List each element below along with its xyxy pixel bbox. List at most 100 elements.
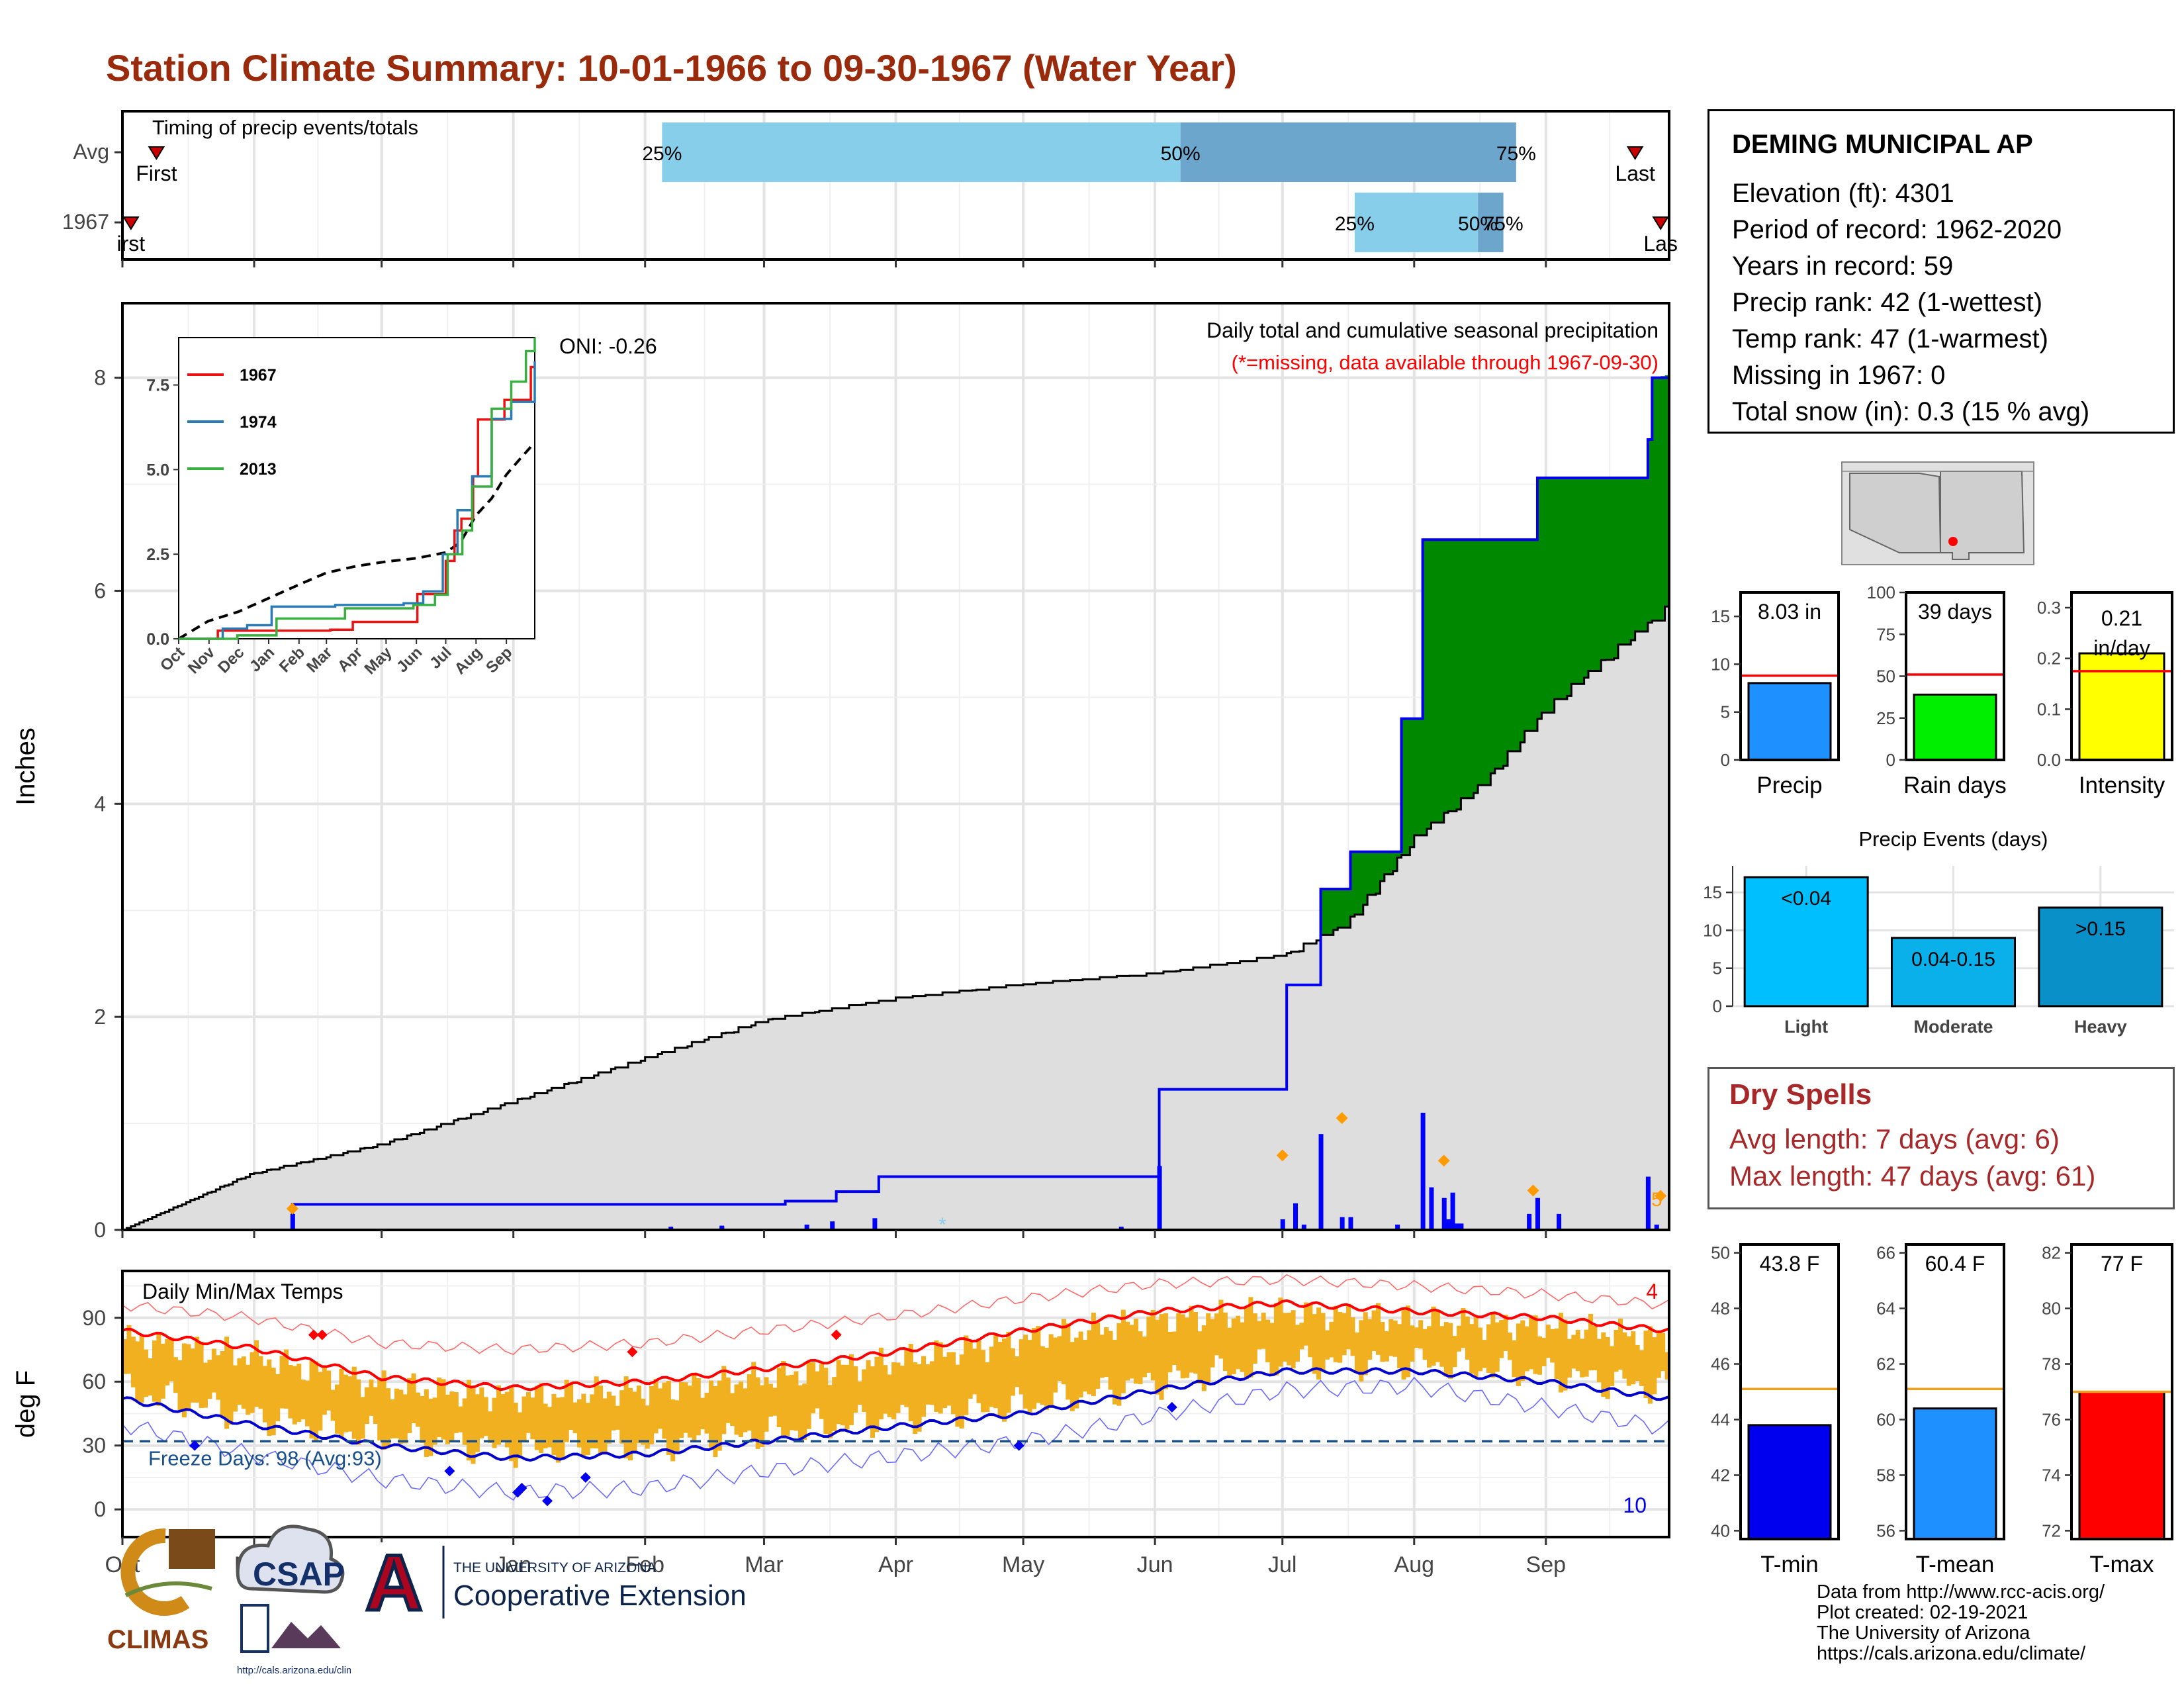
surplus-area-slice xyxy=(1367,851,1373,895)
daily-temp-range-bar xyxy=(1125,1321,1130,1381)
daily-temp-range-bar xyxy=(292,1366,297,1425)
first-event-label: First xyxy=(136,162,177,185)
surplus-area-slice xyxy=(1605,477,1610,660)
daily-temp-range-bar xyxy=(844,1364,850,1430)
surplus-area-slice xyxy=(1529,539,1534,731)
y-tick-label: 48 xyxy=(1711,1299,1730,1319)
y-tick-label: 78 xyxy=(2042,1354,2061,1374)
daily-temp-range-bar xyxy=(1036,1326,1041,1403)
daily-temp-range-bar xyxy=(1206,1313,1211,1385)
daily-temp-range-bar xyxy=(679,1382,684,1438)
daily-temp-range-bar xyxy=(525,1391,531,1433)
daily-temp-range-bar xyxy=(1601,1332,1606,1397)
surplus-area-slice xyxy=(1324,889,1330,935)
daily-temp-range-bar xyxy=(1019,1339,1024,1395)
daily-temp-range-bar xyxy=(929,1361,934,1405)
daily-temp-range-bar xyxy=(288,1365,293,1419)
daily-temp-range-bar xyxy=(1592,1326,1598,1371)
y-tick-label: 8 xyxy=(94,366,106,390)
daily-temp-range-bar xyxy=(925,1364,931,1405)
daily-temp-range-bar xyxy=(1439,1326,1445,1367)
daily-precip-bar xyxy=(1340,1217,1345,1230)
daily-temp-range-bar xyxy=(1006,1331,1011,1413)
daily-temp-range-bar xyxy=(713,1385,718,1458)
daily-precip-bar xyxy=(719,1227,725,1230)
daily-temp-range-bar xyxy=(453,1392,459,1433)
daily-temp-range-bar xyxy=(572,1402,578,1434)
y-tick-label: 0 xyxy=(1713,996,1722,1016)
surplus-area-slice xyxy=(1414,718,1420,835)
daily-temp-range-bar xyxy=(1486,1324,1491,1374)
daily-temp-range-bar xyxy=(1316,1307,1322,1380)
daily-temp-range-bar xyxy=(560,1397,565,1458)
daily-temp-range-bar xyxy=(479,1387,484,1438)
daily-temp-range-bar xyxy=(917,1364,922,1432)
daily-temp-range-bar xyxy=(504,1391,510,1448)
last-event-label: Last xyxy=(1615,162,1655,185)
daily-temp-range-bar xyxy=(360,1397,365,1439)
daily-temp-range-bar xyxy=(513,1403,518,1468)
daily-temp-range-bar xyxy=(483,1397,488,1436)
surplus-area-slice xyxy=(1452,539,1457,812)
surplus-area-slice xyxy=(1596,477,1602,671)
daily-temp-range-bar xyxy=(1469,1324,1475,1374)
daily-temp-range-bar xyxy=(216,1355,221,1400)
surplus-area-slice xyxy=(1541,477,1547,713)
daily-temp-range-bar xyxy=(475,1394,480,1452)
surplus-area-slice xyxy=(1631,477,1636,641)
snow-marker: * xyxy=(938,1214,946,1236)
daily-temp-range-bar xyxy=(934,1340,939,1412)
daily-temp-range-bar xyxy=(692,1373,697,1441)
daily-temp-range-bar xyxy=(203,1362,208,1408)
daily-temp-range-bar xyxy=(1614,1330,1619,1372)
daily-temp-range-bar xyxy=(139,1335,144,1403)
daily-temp-range-bar xyxy=(186,1344,191,1411)
daily-temp-range-bar xyxy=(1074,1337,1079,1409)
daily-temp-range-bar xyxy=(687,1385,692,1438)
y-tick-label: 5 xyxy=(1721,702,1730,722)
daily-temp-range-bar xyxy=(1631,1331,1636,1385)
station-years: Years in record: 59 xyxy=(1732,252,1954,281)
map-state-new-mexico xyxy=(1940,471,2025,560)
y-tick-label: 58 xyxy=(1876,1465,1895,1485)
y-tick-label: 44 xyxy=(1711,1409,1730,1429)
daily-temp-range-bar xyxy=(309,1361,314,1438)
daily-temp-range-bar xyxy=(296,1364,302,1422)
daily-temp-range-bar xyxy=(1588,1313,1594,1371)
daily-temp-range-bar xyxy=(942,1356,948,1409)
daily-temp-range-bar xyxy=(980,1350,985,1413)
surplus-area-slice xyxy=(1550,477,1555,713)
daily-temp-range-bar xyxy=(1605,1336,1610,1399)
daily-temp-range-bar xyxy=(743,1388,748,1432)
surplus-area-slice xyxy=(1482,539,1487,785)
daily-temp-range-bar xyxy=(657,1388,662,1429)
surplus-area-slice xyxy=(1435,539,1441,823)
daily-temp-range-bar xyxy=(224,1336,230,1429)
daily-temp-range-bar xyxy=(1443,1322,1449,1377)
y-axis-label: deg F xyxy=(11,1370,40,1438)
daily-temp-range-bar xyxy=(615,1405,620,1430)
daily-temp-range-bar xyxy=(1269,1323,1275,1376)
daily-temp-range-bar xyxy=(373,1387,378,1425)
y-tick-label: 42 xyxy=(1711,1465,1730,1485)
daily-temp-range-bar xyxy=(1478,1327,1483,1372)
daily-temp-range-bar xyxy=(1265,1319,1271,1362)
daily-temp-range-bar xyxy=(283,1349,289,1409)
daily-temp-range-bar xyxy=(913,1362,918,1434)
daily-temp-range-bar xyxy=(1299,1323,1304,1350)
daily-temp-range-bar xyxy=(772,1387,778,1416)
surplus-area-slice xyxy=(1418,718,1424,835)
daily-temp-range-bar xyxy=(1163,1313,1169,1389)
daily-temp-range-bar xyxy=(1104,1327,1109,1378)
surplus-area-slice xyxy=(1567,477,1572,696)
daily-temp-range-bar xyxy=(496,1385,502,1445)
daily-temp-range-bar xyxy=(1150,1309,1156,1381)
surplus-area-slice xyxy=(1584,477,1589,678)
daily-temp-range-bar xyxy=(1414,1327,1419,1348)
daily-temp-range-bar xyxy=(836,1360,841,1425)
daily-temp-range-bar xyxy=(369,1379,374,1416)
daily-temp-range-bar xyxy=(394,1388,399,1438)
daily-temp-range-bar xyxy=(747,1374,752,1431)
surplus-area-slice xyxy=(1422,539,1428,835)
surplus-area-slice xyxy=(1329,889,1334,935)
